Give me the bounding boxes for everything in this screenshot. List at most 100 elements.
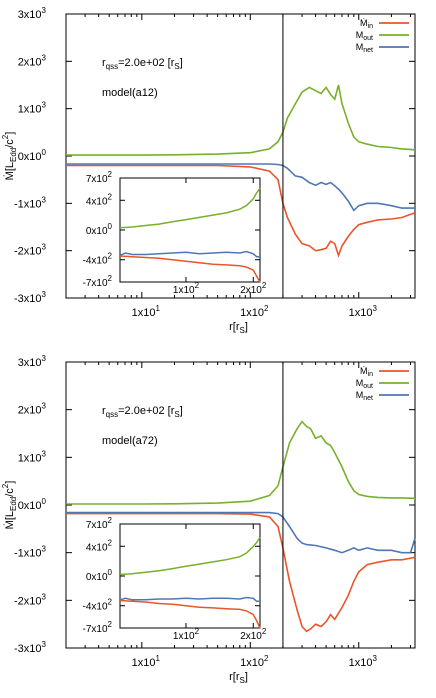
y-tick-label-mantissa: -2x10 (14, 246, 42, 258)
x-tick-label: 1x103 (349, 304, 378, 319)
y-tick-label: 3x103 (18, 6, 47, 21)
inset-x-tick-label: 1x102 (173, 281, 200, 296)
y-tick-label-mantissa: 3x10 (18, 9, 42, 21)
legend-label-out: Mout (356, 378, 373, 390)
inset-y-tick-label-exponent: 0 (108, 222, 113, 231)
inset-y-tick-label-exponent: 2 (108, 538, 113, 547)
legend-label-in: Ṁin (360, 18, 373, 30)
y-tick-label: -3x103 (14, 290, 47, 305)
x-tick-label-mantissa: 1x10 (349, 657, 373, 669)
legend-label-main: Ṁ (360, 366, 368, 376)
inset-y-tick-label-mantissa: 7x10 (86, 520, 108, 531)
y-tick-label-exponent: 3 (42, 592, 47, 601)
y-tick-label: 1x103 (18, 449, 47, 464)
y-tick-label-mantissa: -3x10 (14, 643, 42, 655)
x-tick-label-exponent: 1 (156, 654, 161, 663)
y-axis-label-close: ] (4, 132, 16, 135)
y-tick-label-mantissa: -1x10 (14, 198, 42, 210)
inset-frame (119, 177, 261, 283)
chart-panel-bottom: 3x1032x1031x1030x100-1x103-2x103-3x1031x… (1, 354, 416, 685)
x-tick-label-mantissa: 1x10 (132, 657, 156, 669)
chart-panel-top: 3x1032x1031x1030x100-1x103-2x103-3x1031x… (1, 6, 416, 335)
y-tick-label-exponent: 3 (42, 101, 47, 110)
y-tick-label-mantissa: 2x10 (18, 56, 42, 68)
legend-label-sub: net (363, 395, 373, 402)
annotation-rqss-close: ] (180, 57, 183, 69)
legend-label-main: M (356, 390, 364, 400)
y-tick-label-mantissa: -2x10 (14, 595, 42, 607)
inset-y-tick-label-mantissa: -4x10 (83, 602, 108, 613)
annotation-model: model(a72) (102, 435, 158, 447)
x-tick-label-exponent: 2 (264, 654, 269, 663)
y-tick-label: 2x103 (18, 402, 47, 417)
x-tick-label-exponent: 3 (372, 654, 377, 663)
legend-label-net: Mnet (356, 390, 373, 402)
y-tick-label: 0x100 (18, 497, 47, 512)
x-tick-label-exponent: 3 (372, 304, 377, 313)
y-tick-label: 3x103 (18, 354, 47, 369)
inset-series-line-in (119, 599, 261, 629)
inset-series-line-in (119, 255, 261, 283)
x-axis-label: r[rS] (229, 671, 248, 685)
y-tick-label-mantissa: 0x10 (18, 151, 42, 163)
legend-label-main: M (356, 30, 364, 40)
x-tick-label: 1x102 (240, 304, 269, 319)
x-tick-label-mantissa: 1x10 (349, 307, 373, 319)
y-axis-label-close: ] (4, 481, 16, 484)
x-axis-label: r[rS] (229, 321, 248, 335)
annotation-rqss: rqss=2.0e+02 [rS] (102, 57, 183, 71)
inset-y-tick-label: 4x102 (86, 538, 113, 553)
series-line-in (66, 512, 416, 633)
inset-y-tick-label: -7x102 (83, 274, 113, 289)
inset-y-tick-label-exponent: 2 (108, 516, 113, 525)
inset-y-tick-label-exponent: 2 (108, 252, 113, 261)
y-tick-label-mantissa: -3x10 (14, 293, 42, 305)
annotation-rqss-sub2: S (174, 410, 179, 419)
y-tick-label-exponent: 3 (42, 53, 47, 62)
y-tick-label-exponent: 3 (42, 402, 47, 411)
y-tick-label-mantissa: 3x10 (18, 357, 42, 369)
legend-label-main: M (356, 378, 364, 388)
y-axis-label-sub: Edd (9, 497, 18, 511)
inset-y-tick-label: 7x102 (86, 516, 113, 531)
inset-y-tick-label-mantissa: 0x10 (86, 572, 108, 583)
inset-x-tick-label-mantissa: 1x10 (173, 285, 195, 296)
x-axis-label-text: r[r (229, 321, 240, 333)
inset-y-tick-label: -4x102 (83, 598, 113, 613)
y-tick-label-mantissa: -1x10 (14, 548, 42, 560)
x-tick-label: 1x101 (132, 304, 161, 319)
x-tick-label-exponent: 1 (156, 304, 161, 313)
annotation-model: model(a12) (102, 87, 158, 99)
y-axis-label-sub: Edd (9, 148, 18, 162)
x-tick-label: 1x103 (349, 654, 378, 669)
annotation-rqss-r: r (102, 57, 106, 69)
legend-label-in: Ṁin (360, 366, 373, 378)
annotation-rqss-sub2: S (174, 62, 179, 71)
series-line-out (66, 84, 416, 156)
legend-label-out: Mout (356, 30, 373, 42)
y-tick-label: -3x103 (14, 640, 47, 655)
series-line-net (66, 163, 415, 212)
y-tick-label-exponent: 3 (42, 354, 47, 363)
x-axis-label-sub: S (239, 676, 244, 685)
legend-label-sub: in (368, 371, 374, 378)
inset-y-tick-label-mantissa: -7x10 (83, 278, 108, 289)
inset-y-tick-label-exponent: 2 (108, 274, 113, 283)
legend-label-main: M (356, 42, 364, 52)
inset-frame (119, 523, 261, 629)
y-tick-label-exponent: 3 (42, 545, 47, 554)
y-axis-label-mid: /c (4, 488, 16, 497)
y-tick-label-exponent: 3 (42, 290, 47, 299)
y-tick-label-mantissa: 1x10 (18, 452, 42, 464)
y-axis-label-text: Ṁ[L (3, 162, 16, 180)
inset-x-tick-label-mantissa: 1x10 (173, 631, 195, 642)
annotation-rqss-mid: =2.0e+02 [r (118, 405, 175, 417)
inset-series-line-net (119, 250, 260, 258)
annotation-rqss-mid: =2.0e+02 [r (118, 57, 175, 69)
inset-x-tick-label-exponent: 2 (195, 281, 200, 290)
inset-y-tick-label-mantissa: 4x10 (86, 542, 108, 553)
y-tick-label: -2x103 (14, 243, 47, 258)
legend-label-sub: out (363, 35, 373, 42)
